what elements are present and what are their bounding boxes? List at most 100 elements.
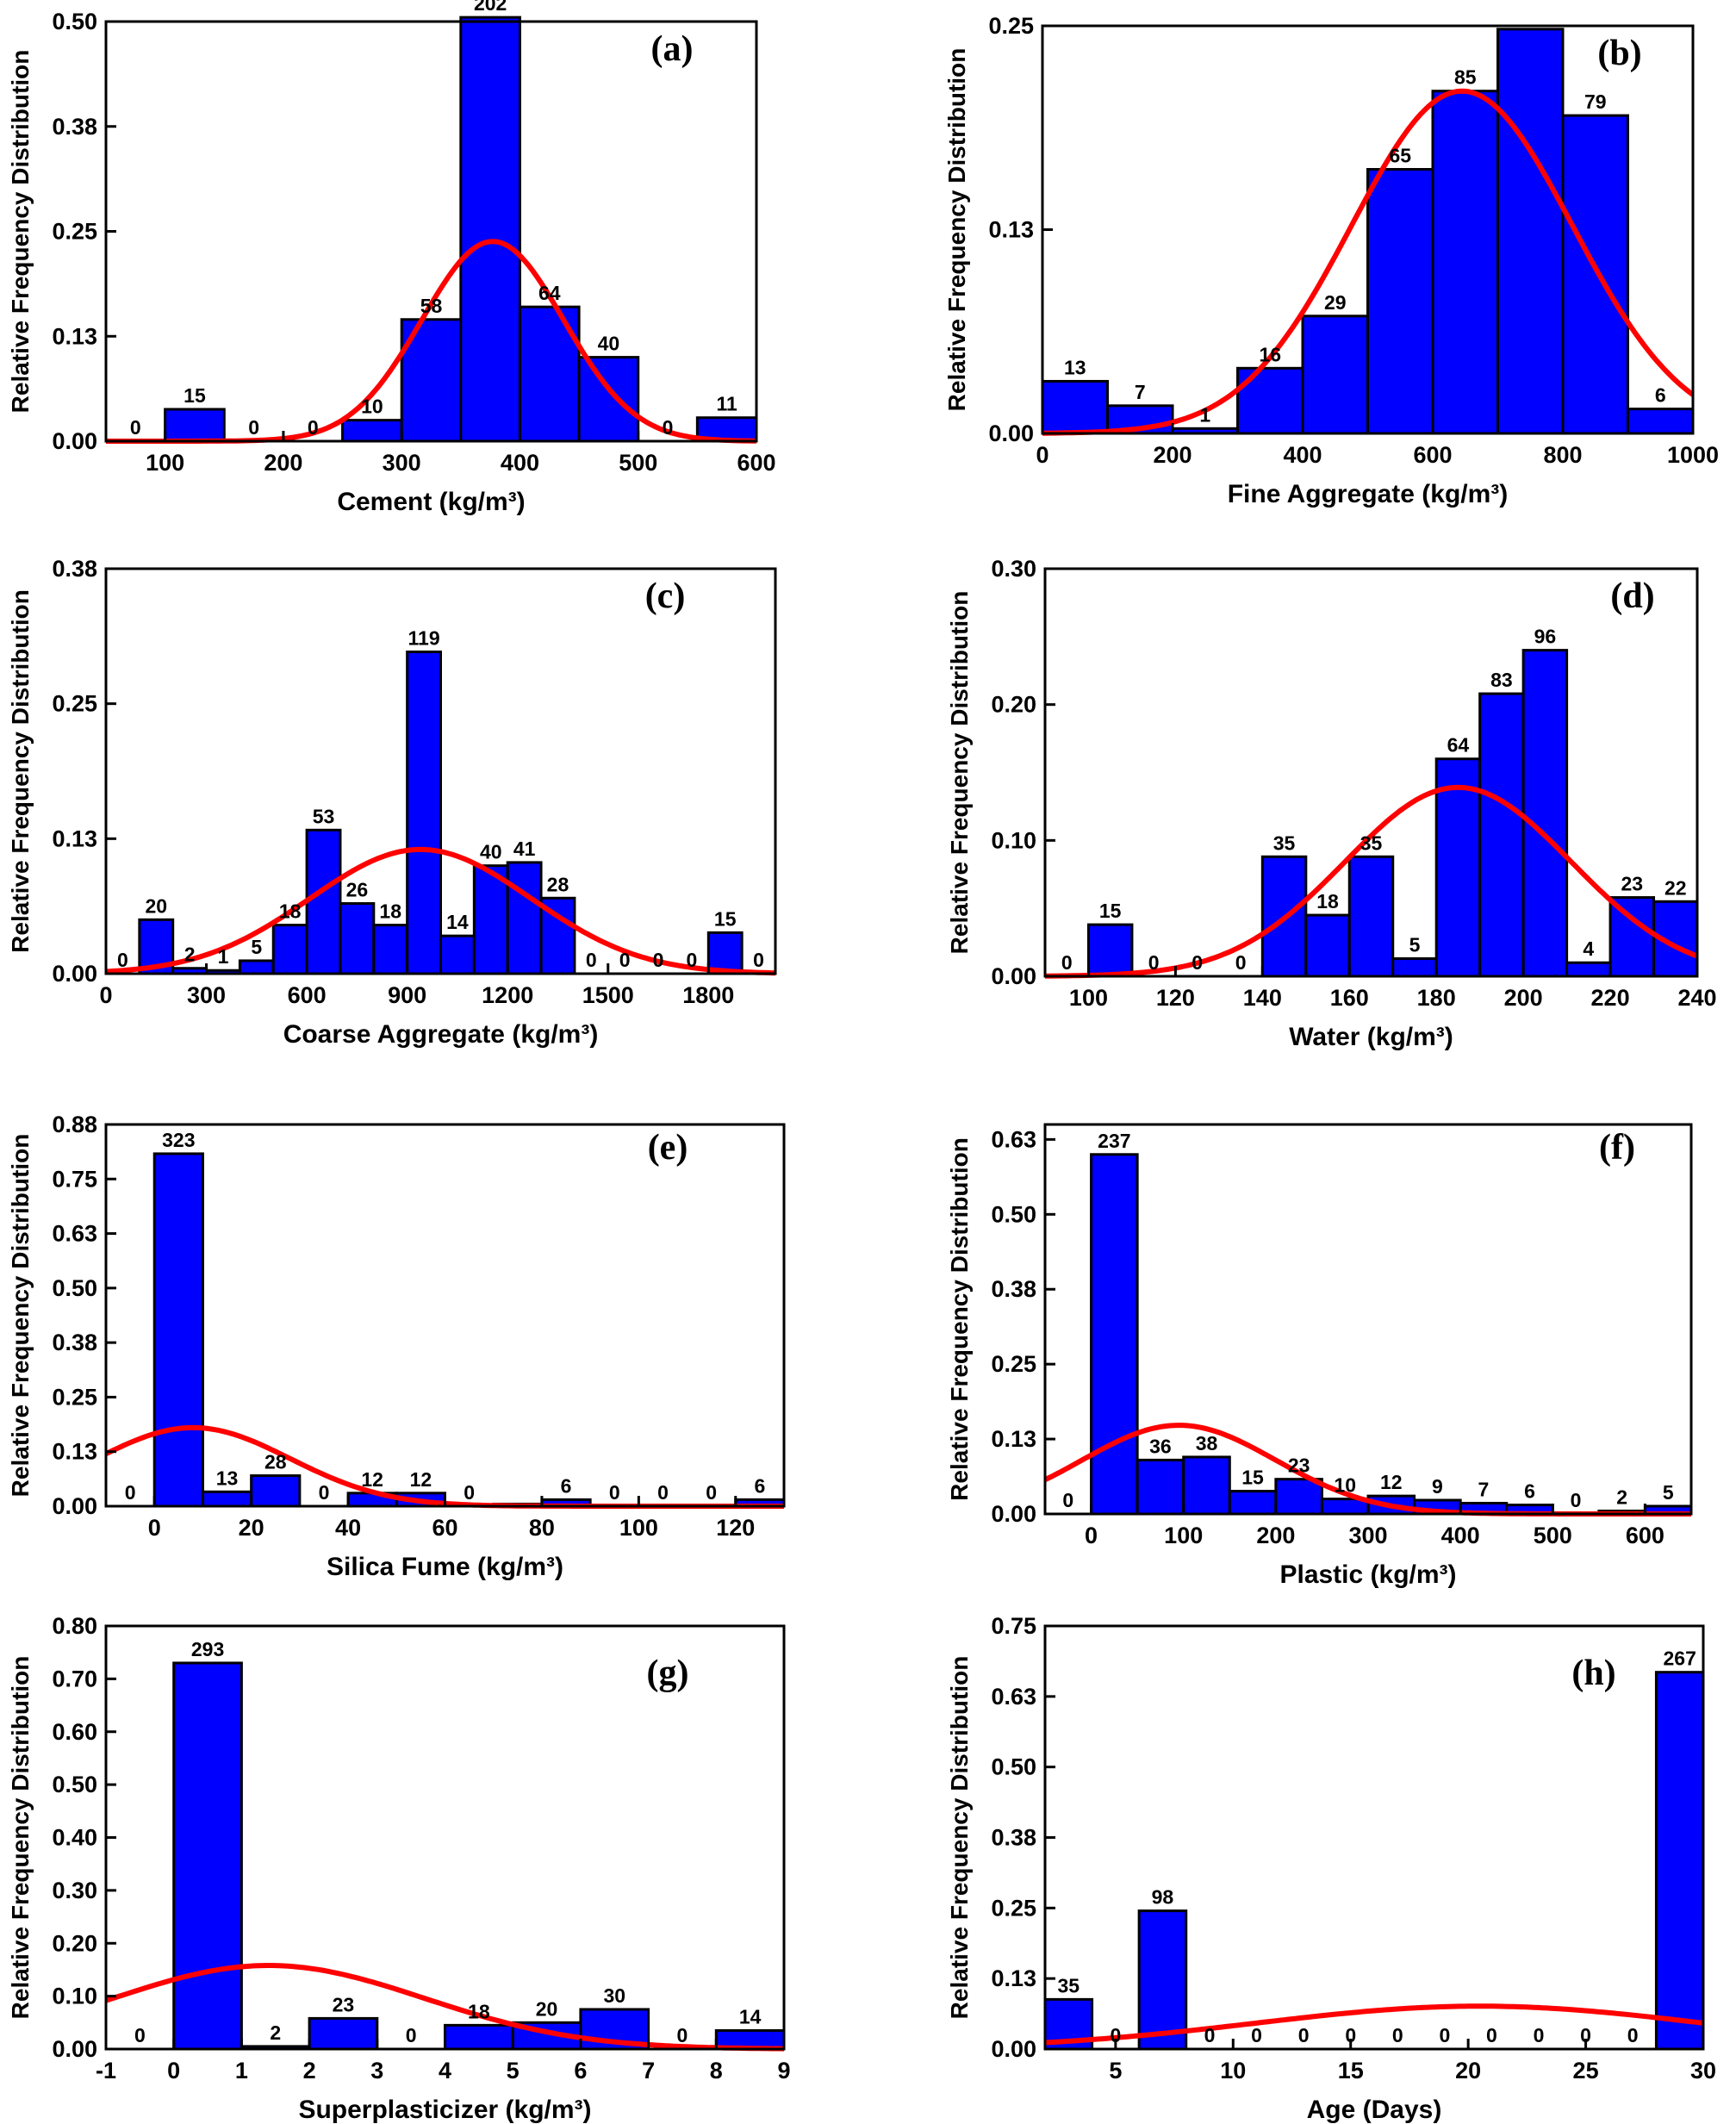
bar-count-label: 15 [184, 384, 206, 407]
y-tick-label: 0.25 [52, 1384, 97, 1410]
normal-fit-curve [1045, 784, 1699, 979]
panel-tag: (b) [1597, 34, 1641, 73]
bar-count-label: 0 [663, 416, 674, 439]
x-tick-label: 3 [370, 2058, 383, 2084]
y-tick-label: 0.75 [52, 1166, 97, 1192]
chart-panel-d: 0 15 0 0 0 35 18 35 5 64 83 96 4 23 22 0.00 0.10 0.20 0.30… [946, 556, 1717, 1051]
bar-count-label: 64 [1447, 734, 1470, 757]
bar-count-label: 0 [753, 949, 764, 971]
panel-tag: (g) [647, 1654, 689, 1693]
bar [1478, 692, 1525, 978]
y-tick-label: 0.38 [991, 1825, 1036, 1851]
bar-count-label: 0 [1627, 2024, 1639, 2046]
bar-count-label: 13 [1064, 356, 1086, 378]
plot-frame [1043, 1123, 1693, 1516]
x-tick-label: 10 [1220, 2058, 1246, 2084]
y-tick-label: 0.50 [52, 1275, 97, 1301]
y-tick-label: 0.25 [52, 219, 97, 245]
bar [1086, 923, 1134, 978]
bar-count-label: 53 [313, 805, 335, 827]
bar-count-label: 14 [739, 2006, 762, 2028]
bar-count-label: 18 [379, 900, 401, 923]
y-tick-label: 0.50 [991, 1754, 1036, 1780]
bar-count-label: 2 [270, 2021, 281, 2044]
bar [250, 1474, 302, 1508]
bar-count-label: 0 [1345, 2024, 1356, 2046]
x-tick-label: 220 [1591, 985, 1630, 1011]
x-tick-label: 200 [1256, 1523, 1295, 1548]
bar [1301, 315, 1369, 435]
bar-count-label: 12 [361, 1468, 383, 1491]
y-tick-label: 0.00 [52, 961, 97, 987]
bar-count-label: 0 [1148, 951, 1160, 974]
bar [1496, 28, 1565, 435]
chart-panel-b: 13 7 1 16 29 65 85 79 6 0.00 0.13 0.25 0 200 400 600 800… [943, 13, 1719, 508]
bar-count-label: 23 [1288, 1454, 1310, 1477]
bar-count-label: 237 [1098, 1130, 1130, 1152]
bar-count-label: 0 [1571, 1489, 1582, 1511]
x-tick-label: 5 [1109, 2058, 1122, 2084]
bar-count-label: 0 [1061, 951, 1073, 974]
y-tick-label: 0.50 [52, 1772, 97, 1797]
y-tick-label: 0.63 [991, 1126, 1036, 1152]
y-tick-label: 0.00 [988, 420, 1034, 446]
bar-count-label: 35 [1360, 832, 1383, 854]
x-tick-label: 100 [146, 450, 184, 476]
y-tick-label: 0.40 [52, 1825, 97, 1851]
normal-fit-curve [1044, 2003, 1704, 2046]
bar-count-label: 0 [125, 1481, 136, 1504]
y-tick-label: 0.25 [52, 691, 97, 717]
bar-count-label: 293 [191, 1638, 224, 1660]
panel-tag: (h) [1571, 1654, 1615, 1693]
bar-count-label: 0 [248, 416, 259, 439]
bar [1561, 114, 1629, 435]
bar-count-label: 0 [609, 1481, 620, 1504]
bar-count-label: 5 [1663, 1481, 1674, 1504]
x-tick-label: 4 [439, 2058, 451, 2084]
normal-fit-curve [105, 1963, 785, 2052]
x-tick-label: 600 [1413, 442, 1452, 468]
y-axis-label: Relative Frequency Distribution [946, 1656, 973, 2020]
y-tick-label: 0.38 [52, 114, 97, 140]
bar [1627, 408, 1695, 435]
bar-count-label: 0 [134, 2024, 146, 2046]
bar-count-label: 0 [586, 949, 597, 971]
x-tick-label: 200 [264, 450, 302, 476]
x-tick-label: 5 [507, 2058, 520, 2084]
x-tick-label: 200 [1504, 985, 1543, 1011]
bar-count-label: 6 [1655, 384, 1666, 407]
bar-count-label: 4 [1583, 937, 1594, 960]
bar [1228, 1490, 1278, 1516]
bar-count-label: 0 [706, 1481, 717, 1504]
y-tick-label: 0.00 [52, 2036, 97, 2062]
x-tick-label: 400 [1283, 442, 1322, 468]
x-tick-label: 500 [619, 450, 657, 476]
bar-count-label: 29 [1324, 291, 1347, 314]
bar-count-label: 6 [1524, 1480, 1535, 1503]
x-axis-label: Silica Fume (kg/m³) [327, 1553, 563, 1581]
bar [1521, 649, 1569, 978]
y-tick-label: 0.00 [52, 1493, 97, 1519]
x-tick-label: 600 [288, 982, 327, 1008]
x-tick-label: 0 [99, 982, 112, 1008]
bar [1366, 167, 1434, 435]
y-axis-label: Relative Frequency Distribution [943, 48, 970, 412]
bar [308, 2016, 379, 2051]
x-tick-label: 60 [432, 1515, 457, 1541]
bar [201, 1490, 253, 1508]
bar-count-label: 13 [216, 1467, 239, 1489]
bar [152, 1152, 204, 1508]
bar [372, 924, 409, 975]
bar-count-label: 40 [480, 841, 502, 863]
bar [1391, 957, 1438, 978]
bar-count-label: 0 [1062, 1489, 1073, 1511]
bar-count-label: 98 [1152, 1886, 1174, 1909]
bar-count-label: 20 [145, 894, 167, 917]
y-tick-label: 0.30 [52, 1878, 97, 1903]
bar-count-label: 64 [538, 282, 561, 304]
x-axis-label: Plastic (kg/m³) [1279, 1560, 1456, 1589]
chart-panel-h: 35 0 98 0 0 0 0 0 0 0 0 0 0 267 0.00 0.13 0.25 0.38 0.50 0.… [946, 1613, 1716, 2124]
bar-count-label: 5 [251, 936, 262, 958]
bar-count-label: 9 [1432, 1475, 1443, 1498]
